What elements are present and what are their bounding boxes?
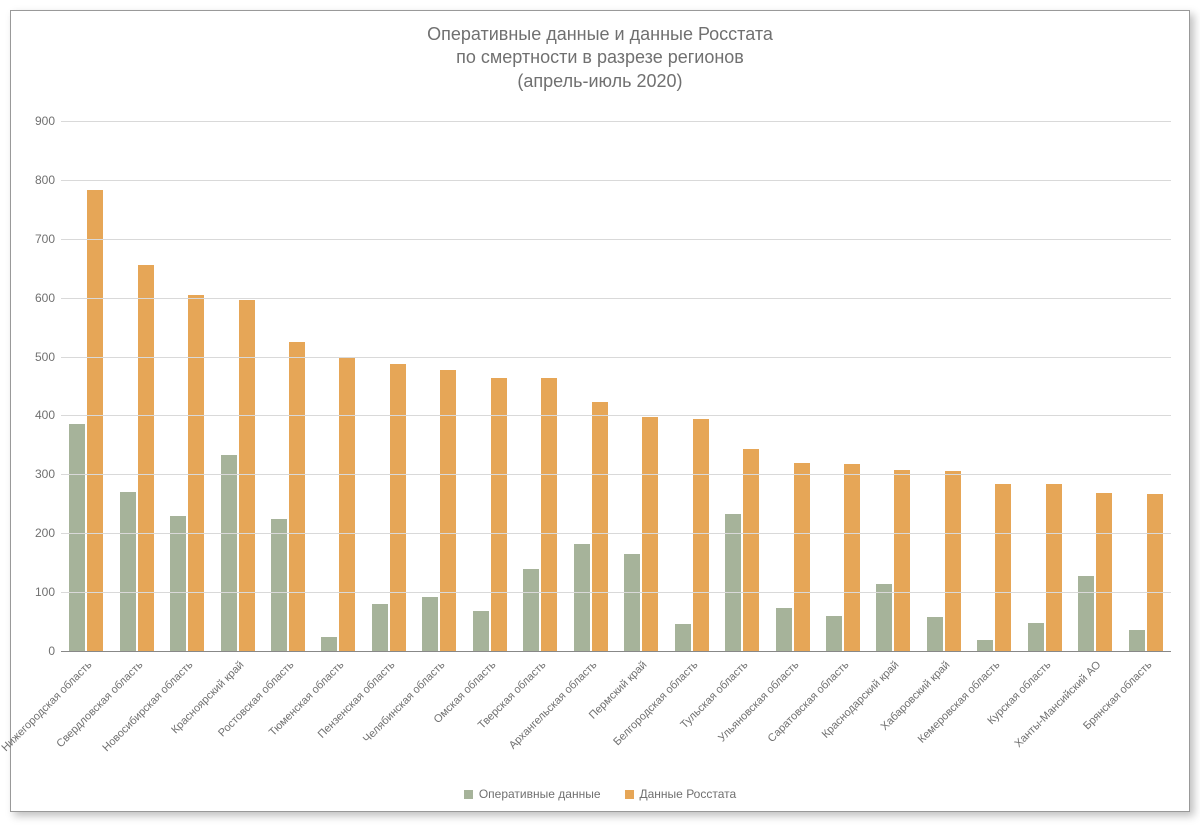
bar-operational	[675, 624, 691, 651]
bar-operational	[422, 597, 438, 651]
bar-group	[1121, 494, 1171, 651]
bar-operational	[372, 604, 388, 651]
bar-rosstat	[794, 463, 810, 651]
bar-operational	[776, 608, 792, 651]
bar-operational	[927, 617, 943, 651]
gridline	[61, 592, 1171, 593]
y-tick-label: 800	[35, 173, 55, 187]
bar-group	[868, 470, 918, 651]
legend: Оперативные данные Данные Росстата	[11, 787, 1189, 801]
axis-baseline	[61, 651, 1171, 652]
bar-group	[414, 370, 464, 651]
bar-group	[666, 419, 716, 651]
bar-group	[969, 484, 1019, 651]
bar-group	[212, 300, 262, 651]
bar-group	[919, 471, 969, 651]
bar-operational	[473, 611, 489, 651]
gridline	[61, 239, 1171, 240]
y-tick-label: 900	[35, 114, 55, 128]
bar-group	[566, 402, 616, 651]
bar-group	[1020, 484, 1070, 651]
bar-operational	[1028, 623, 1044, 651]
bar-rosstat	[239, 300, 255, 651]
bar-rosstat	[87, 190, 103, 651]
legend-label-operational: Оперативные данные	[479, 787, 601, 801]
bar-rosstat	[945, 471, 961, 651]
bar-rosstat	[995, 484, 1011, 651]
y-tick-label: 100	[35, 585, 55, 599]
y-tick-label: 400	[35, 408, 55, 422]
bar-group	[313, 357, 363, 651]
legend-item-rosstat: Данные Росстата	[625, 787, 737, 801]
bar-rosstat	[339, 357, 355, 651]
bar-rosstat	[491, 378, 507, 651]
bar-group	[767, 463, 817, 651]
bars-container	[61, 121, 1171, 651]
legend-item-operational: Оперативные данные	[464, 787, 601, 801]
bar-group	[162, 295, 212, 651]
bar-rosstat	[1096, 493, 1112, 651]
bar-group	[465, 378, 515, 651]
bar-rosstat	[844, 464, 860, 651]
y-tick-label: 500	[35, 350, 55, 364]
bar-rosstat	[289, 342, 305, 651]
bar-group	[515, 378, 565, 651]
y-tick-label: 600	[35, 291, 55, 305]
bar-group	[364, 364, 414, 651]
gridline	[61, 533, 1171, 534]
bar-rosstat	[592, 402, 608, 651]
x-axis-labels: Нижегородская областьСвердловская област…	[61, 653, 1171, 773]
chart-frame: Оперативные данные и данные Росстата по …	[10, 10, 1190, 812]
bar-operational	[725, 514, 741, 651]
bar-operational	[321, 637, 337, 651]
gridline	[61, 180, 1171, 181]
y-tick-label: 300	[35, 467, 55, 481]
bar-operational	[170, 516, 186, 651]
bar-rosstat	[1046, 484, 1062, 651]
bar-operational	[221, 455, 237, 651]
legend-swatch-rosstat	[625, 790, 634, 799]
bar-operational	[271, 519, 287, 652]
bar-operational	[574, 544, 590, 651]
bar-operational	[120, 492, 136, 651]
x-label-slot: Брянская область	[1121, 653, 1171, 773]
gridline	[61, 415, 1171, 416]
plot-area: 0100200300400500600700800900	[61, 121, 1171, 651]
legend-label-rosstat: Данные Росстата	[640, 787, 737, 801]
bar-operational	[977, 640, 993, 651]
bar-rosstat	[541, 378, 557, 651]
gridline	[61, 121, 1171, 122]
bar-rosstat	[390, 364, 406, 651]
bar-rosstat	[894, 470, 910, 651]
bar-operational	[826, 616, 842, 651]
gridline	[61, 474, 1171, 475]
bar-operational	[876, 584, 892, 651]
chart-title: Оперативные данные и данные Росстата по …	[11, 11, 1189, 93]
y-tick-label: 700	[35, 232, 55, 246]
bar-rosstat	[138, 265, 154, 651]
bar-rosstat	[1147, 494, 1163, 651]
x-tick-label: Нижегородская область	[0, 659, 95, 754]
gridline	[61, 298, 1171, 299]
bar-group	[717, 449, 767, 651]
bar-group	[818, 464, 868, 651]
bar-rosstat	[743, 449, 759, 651]
bar-operational	[1078, 576, 1094, 651]
bar-operational	[523, 569, 539, 651]
gridline	[61, 357, 1171, 358]
bar-group	[61, 190, 111, 651]
bar-group	[263, 342, 313, 651]
legend-swatch-operational	[464, 790, 473, 799]
bar-operational	[624, 554, 640, 651]
bar-operational	[1129, 630, 1145, 651]
bar-rosstat	[440, 370, 456, 651]
bar-operational	[69, 424, 85, 651]
y-tick-label: 0	[48, 644, 55, 658]
bar-rosstat	[693, 419, 709, 651]
bar-group	[1070, 493, 1120, 651]
bar-rosstat	[188, 295, 204, 651]
bar-group	[111, 265, 161, 651]
y-tick-label: 200	[35, 526, 55, 540]
